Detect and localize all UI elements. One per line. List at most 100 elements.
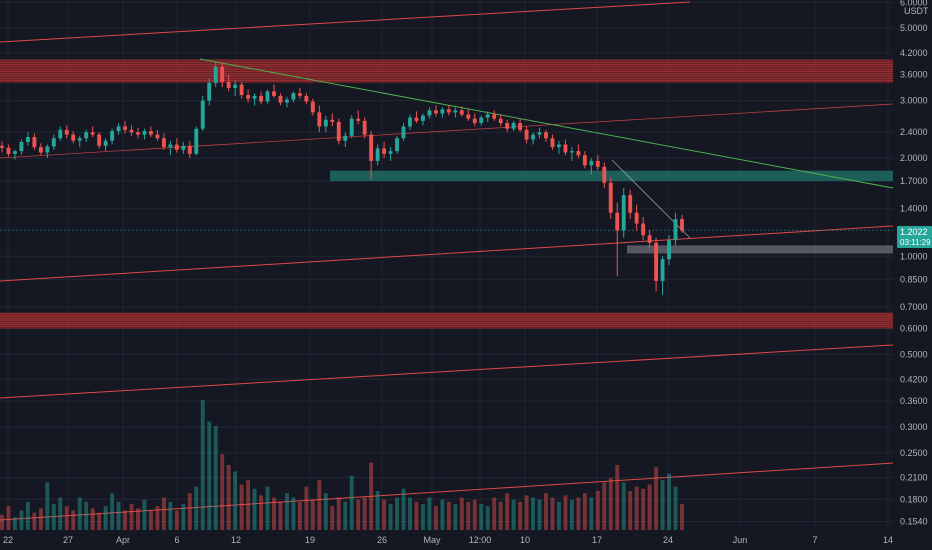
volume-bar xyxy=(660,480,665,530)
candle-body xyxy=(38,147,43,153)
candle-body xyxy=(110,131,115,141)
candle-body xyxy=(544,132,548,139)
support-zone xyxy=(330,170,893,182)
trendline-volume xyxy=(0,462,894,521)
time-tick-label: 10 xyxy=(520,535,530,545)
candle-body xyxy=(466,114,471,119)
candle-body xyxy=(492,114,497,119)
candle-body xyxy=(382,148,387,154)
time-tick-label: 6 xyxy=(174,535,179,545)
time-tick-label: 19 xyxy=(305,535,315,545)
candle-body xyxy=(427,110,432,116)
candle-body xyxy=(440,109,445,114)
time-tick-label: 14 xyxy=(883,535,893,545)
volume-bar xyxy=(187,493,192,530)
candle-body xyxy=(472,118,477,124)
candle-body xyxy=(129,129,134,133)
volume-bar xyxy=(297,501,302,530)
volume-bar xyxy=(582,493,587,530)
volume-bar xyxy=(641,488,646,530)
candle-body xyxy=(252,95,257,99)
candle-body xyxy=(6,147,11,154)
volume-bar xyxy=(382,499,387,530)
volume-bar xyxy=(511,499,516,530)
time-tick-label: 17 xyxy=(592,535,602,545)
candle-body xyxy=(220,67,225,83)
time-tick-label: 22 xyxy=(3,535,13,545)
candle-body xyxy=(25,137,30,142)
volume-bar xyxy=(395,497,399,530)
volume-bar xyxy=(615,465,620,530)
price-tick-label: 1.7000 xyxy=(900,176,928,186)
trendline-lower xyxy=(0,225,894,282)
volume-bar xyxy=(356,499,361,530)
volume-bar xyxy=(194,486,199,530)
candle-body xyxy=(433,110,438,114)
volume-bar xyxy=(647,484,652,530)
candle-body xyxy=(511,123,516,129)
price-tick-label: 0.2500 xyxy=(900,448,928,458)
volume-bar xyxy=(667,473,671,530)
volume-bar xyxy=(168,501,173,530)
candle-body xyxy=(479,117,484,124)
candle-body xyxy=(45,146,50,153)
price-tick-label: 6.0000 xyxy=(900,0,928,7)
volume-bar xyxy=(285,493,289,530)
volume-bar xyxy=(557,501,561,530)
candle-body xyxy=(297,93,302,96)
candle-body xyxy=(168,144,173,148)
candle-body xyxy=(330,119,335,122)
candle-body xyxy=(485,114,490,118)
volume-bar xyxy=(71,510,76,530)
candle-body xyxy=(673,219,678,241)
volume-bar xyxy=(621,482,626,530)
candle-body xyxy=(459,110,464,115)
volume-bar xyxy=(563,495,568,530)
candle-body xyxy=(278,95,283,103)
candle-body xyxy=(602,166,607,183)
candle-body xyxy=(343,135,348,141)
candle-body xyxy=(576,151,581,156)
volume-bar xyxy=(25,501,30,530)
volume-bar xyxy=(388,504,393,530)
candle-body xyxy=(654,242,659,282)
volume-bar xyxy=(149,510,153,530)
candle-body xyxy=(634,212,639,224)
volume-bar xyxy=(77,497,82,530)
price-tick-label: 0.2100 xyxy=(900,473,928,483)
candle-body xyxy=(563,144,568,153)
volume-bar xyxy=(129,504,134,530)
volume-bar xyxy=(174,510,179,530)
price-tick-label: 0.7000 xyxy=(900,302,928,312)
volume-bar xyxy=(278,501,283,530)
candle-body xyxy=(621,195,626,231)
candle-body xyxy=(155,134,160,139)
trendline-mid xyxy=(0,103,894,159)
time-tick-label: May xyxy=(423,535,441,545)
volume-bar xyxy=(531,497,535,530)
volume-bar xyxy=(680,504,684,530)
candle-body xyxy=(680,219,684,231)
grid-lines xyxy=(0,0,893,530)
price-axis-bg xyxy=(895,0,932,530)
candle-body xyxy=(531,134,535,140)
candle-body xyxy=(569,151,574,153)
candle-body xyxy=(51,138,56,147)
volume-bar xyxy=(123,510,127,530)
volume-bar xyxy=(58,497,63,530)
price-axis[interactable]: 6.0000 5.0000 4.2000 3.6000 3.0000 2.4000 2.00… xyxy=(900,0,928,526)
candle-body xyxy=(259,95,263,102)
volume-bar xyxy=(84,501,89,530)
volume-bar xyxy=(673,486,678,530)
candle-body xyxy=(32,137,37,148)
volume-bar xyxy=(349,475,354,530)
volume-bar xyxy=(161,497,166,530)
volume-bar xyxy=(375,491,380,530)
volume-bar xyxy=(155,506,160,530)
volume-bar xyxy=(32,512,37,530)
volume-bar xyxy=(401,488,406,530)
last-price: 1.2022 xyxy=(900,227,928,237)
volume-bar xyxy=(136,508,140,530)
time-axis[interactable]: 22 27 Apr 6 12 19 26 May 12:00 10 17 24 Jun 7 14 xyxy=(3,535,893,545)
